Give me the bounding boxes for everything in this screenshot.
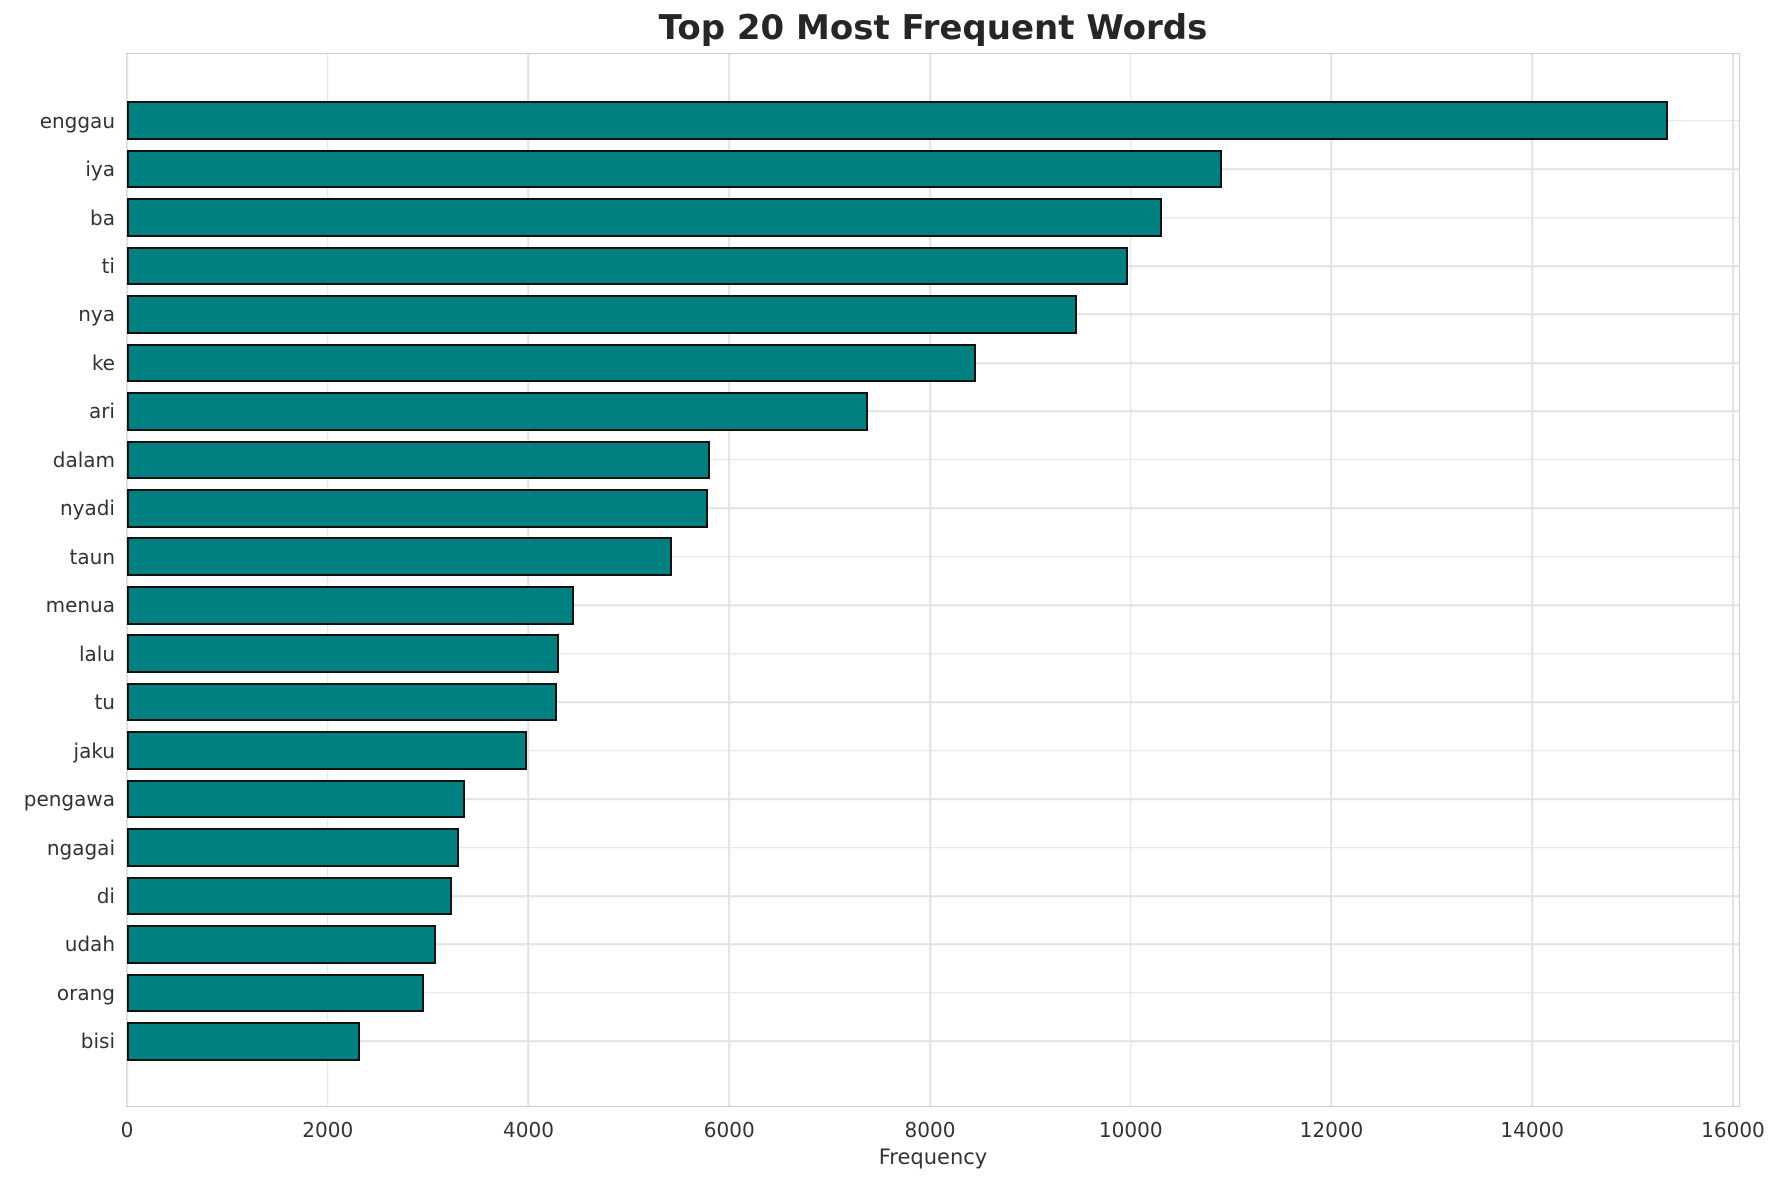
- x-tick-label-4000: 4000: [503, 1118, 554, 1142]
- chart-title: Top 20 Most Frequent Words: [658, 8, 1208, 48]
- y-gridline: [127, 555, 1739, 558]
- y-gridline: [127, 459, 1739, 461]
- bar-pengawa: [127, 779, 465, 819]
- y-tick-label-ti: ti: [101, 254, 115, 279]
- x-gridline: [728, 54, 731, 1106]
- bar-tu: [127, 682, 557, 722]
- y-tick-label-enggau: enggau: [39, 108, 115, 133]
- y-tick-label-ari: ari: [88, 399, 115, 424]
- bar-iya: [127, 149, 1223, 189]
- bar-dalam: [127, 440, 711, 480]
- bar-orang: [127, 973, 425, 1013]
- y-tick-label-nya: nya: [78, 302, 115, 327]
- x-gridline: [527, 54, 530, 1106]
- bar-nya: [127, 295, 1077, 334]
- y-gridline: [127, 749, 1739, 752]
- x-tick-label-6000: 6000: [703, 1118, 755, 1142]
- x-gridline: [326, 54, 329, 1106]
- x-tick-label-12000: 12000: [1299, 1118, 1364, 1142]
- bar-taun: [127, 537, 672, 577]
- x-tick-label-16000: 16000: [1701, 1118, 1765, 1142]
- y-gridline: [127, 652, 1739, 655]
- bar-ari: [127, 392, 868, 431]
- y-tick-label-orang: orang: [56, 980, 115, 1005]
- x-tick-label-2000: 2000: [302, 1118, 354, 1142]
- bar-di: [127, 876, 453, 916]
- x-tick-label-14000: 14000: [1500, 1118, 1565, 1142]
- y-tick-label-ngagai: ngagai: [46, 835, 115, 860]
- y-tick-label-ke: ke: [91, 350, 115, 375]
- x-gridline: [1129, 54, 1132, 1106]
- bar-menua: [127, 585, 575, 625]
- y-tick-label-jaku: jaku: [73, 738, 115, 763]
- y-tick-label-dalam: dalam: [52, 447, 115, 472]
- y-gridline: [127, 1040, 1739, 1043]
- y-gridline: [127, 798, 1739, 800]
- y-gridline: [127, 895, 1739, 897]
- x-gridline: [1732, 54, 1734, 1106]
- y-gridline: [127, 943, 1739, 946]
- y-gridline: [127, 604, 1739, 607]
- y-gridline: [127, 410, 1739, 413]
- bar-ti: [127, 246, 1128, 286]
- x-tick-label-0: 0: [120, 1118, 134, 1142]
- bar-bisi: [127, 1022, 360, 1061]
- bar-ba: [127, 198, 1162, 237]
- y-tick-label-di: di: [96, 883, 115, 908]
- bar-enggau: [127, 101, 1669, 140]
- y-tick-label-tu: tu: [94, 690, 115, 715]
- y-tick-label-lalu: lalu: [78, 641, 115, 666]
- x-gridline: [1531, 54, 1534, 1106]
- x-tick-label-8000: 8000: [904, 1118, 956, 1142]
- bar-lalu: [127, 634, 560, 674]
- y-tick-label-ba: ba: [90, 205, 115, 230]
- bar-ngagai: [127, 828, 459, 867]
- y-gridline: [127, 701, 1739, 703]
- x-axis-label: Frequency: [878, 1145, 988, 1169]
- y-tick-label-taun: taun: [69, 544, 115, 569]
- y-gridline: [127, 507, 1739, 510]
- bar-jaku: [127, 731, 527, 770]
- y-tick-label-nyadi: nyadi: [59, 496, 115, 521]
- x-gridline: [929, 54, 931, 1106]
- y-gridline: [127, 992, 1739, 994]
- x-gridline: [1330, 54, 1333, 1106]
- bar-nyadi: [127, 488, 709, 528]
- y-tick-label-pengawa: pengawa: [23, 787, 115, 812]
- bar-udah: [127, 925, 437, 964]
- y-tick-label-iya: iya: [85, 157, 115, 182]
- y-gridline: [127, 846, 1739, 849]
- y-tick-label-udah: udah: [64, 932, 115, 957]
- plot-area: 0 2000 4000 6000 8000 10000 12000 14000 16000 eng…: [24, 53, 1765, 1142]
- bar-ke: [127, 343, 977, 383]
- x-tick-label-10000: 10000: [1098, 1118, 1163, 1142]
- x-gridline: [126, 54, 128, 1106]
- y-tick-label-bisi: bisi: [80, 1029, 115, 1054]
- y-tick-label-menua: menua: [45, 593, 115, 618]
